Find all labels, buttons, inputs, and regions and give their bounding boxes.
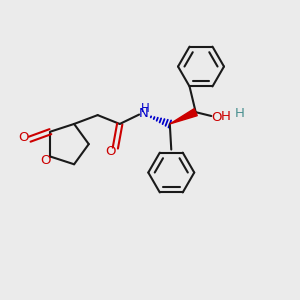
Text: H: H: [221, 110, 231, 123]
Text: O: O: [211, 111, 221, 124]
Text: H: H: [141, 101, 150, 115]
Text: O: O: [40, 154, 50, 167]
Text: N: N: [138, 107, 148, 120]
Polygon shape: [170, 109, 197, 124]
Text: O: O: [105, 145, 115, 158]
Text: O: O: [18, 131, 28, 144]
Text: H: H: [235, 107, 245, 120]
